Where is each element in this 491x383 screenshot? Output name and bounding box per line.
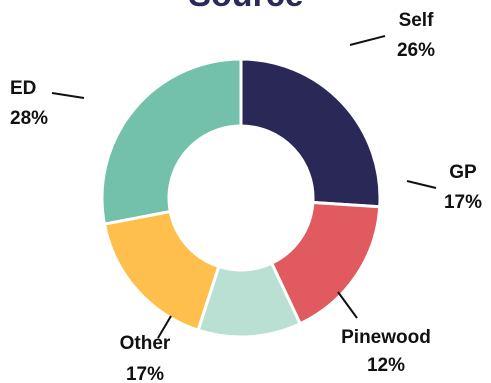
slice-label-gp: GP bbox=[449, 162, 477, 183]
slice-label-pinewood: Pinewood bbox=[341, 327, 431, 348]
slice-label-ed: ED bbox=[10, 78, 36, 99]
leader-line-ed bbox=[51, 92, 85, 99]
leader-line-self bbox=[349, 35, 386, 46]
slice-labels: Self 26% GP 17% Pinewood 12% Other 17% ED 28% bbox=[10, 10, 482, 383]
chart-title: Source bbox=[188, 0, 303, 14]
slice-label-other: Other bbox=[120, 333, 171, 354]
leader-line-other bbox=[157, 315, 172, 339]
donut-slices bbox=[100, 57, 382, 339]
slice-value-other: 17% bbox=[126, 364, 164, 383]
slice-other bbox=[102, 209, 221, 333]
leader-line-gp bbox=[406, 180, 437, 189]
slice-value-ed: 28% bbox=[10, 108, 48, 129]
slice-self bbox=[239, 57, 382, 209]
slice-value-gp: 17% bbox=[444, 192, 482, 213]
slice-ed bbox=[100, 57, 243, 226]
slice-gp bbox=[269, 200, 382, 326]
leader-lines bbox=[51, 35, 437, 339]
slice-label-self: Self bbox=[399, 10, 435, 31]
leader-line-pinewood bbox=[337, 291, 358, 319]
slice-value-self: 26% bbox=[397, 40, 435, 61]
slice-value-pinewood: 12% bbox=[367, 355, 405, 376]
